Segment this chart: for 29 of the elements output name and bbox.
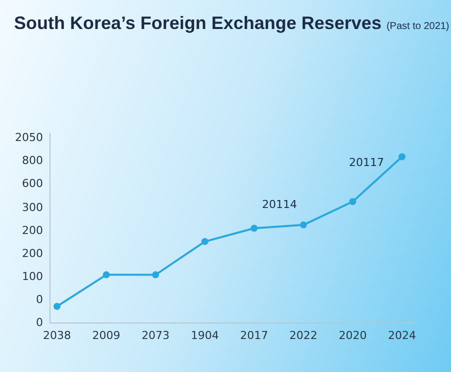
point: [152, 271, 160, 278]
text: 0: [36, 292, 43, 307]
text: 100: [22, 270, 43, 284]
text: 2050: [15, 131, 43, 146]
text: 800: [22, 154, 43, 168]
point: [398, 153, 406, 160]
text: 200: [22, 246, 43, 261]
x-tick-label: 2020: [338, 328, 367, 342]
x-tick-label: 2017: [240, 328, 268, 342]
point: [250, 224, 258, 232]
text: 300: [22, 200, 43, 214]
point: [300, 221, 307, 228]
x-tick-label: 2022: [289, 328, 318, 342]
x-tick-label: 2024: [388, 328, 416, 342]
x-tick-label: 2038: [43, 328, 71, 342]
point: [102, 271, 110, 278]
text: 200: [22, 224, 43, 238]
text: 0: [36, 316, 43, 330]
chart-title: South Korea’s Foreign Exchange Reserves: [14, 13, 382, 33]
point: [54, 302, 60, 310]
chart-subtitle: (Past to 2021): [386, 21, 450, 32]
x-tick-label: 2009: [92, 328, 120, 342]
point: [349, 198, 356, 206]
point: [201, 238, 208, 246]
text: 600: [22, 177, 43, 192]
annotation: 20114: [262, 198, 297, 211]
x-tick-label: 2073: [142, 328, 170, 342]
x-tick-label: 1904: [190, 328, 219, 342]
annotation: 20117: [349, 156, 384, 169]
